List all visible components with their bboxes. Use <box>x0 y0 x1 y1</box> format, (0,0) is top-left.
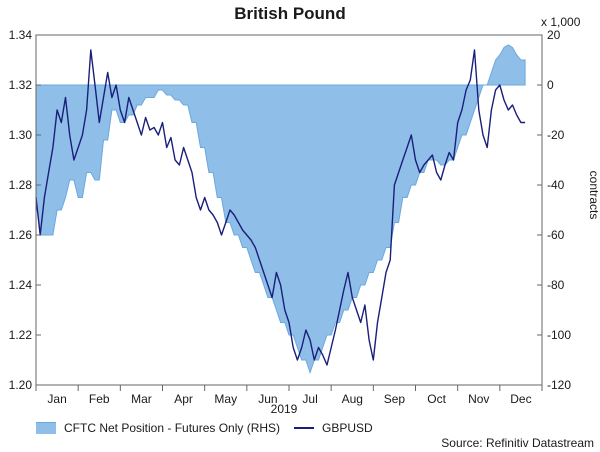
x-axis-title: 2019 <box>271 402 298 416</box>
right-axis: 20 0 -20 -40 -60 -80 -100 -120 <box>537 28 571 392</box>
cftc-net-position-area <box>35 44 526 375</box>
left-tick-label: 1.24 <box>9 278 33 292</box>
legend-item-cftc: CFTC Net Position - Futures Only (RHS) <box>36 421 280 435</box>
x-tick-label: Jul <box>302 392 317 406</box>
legend-item-gbpusd: GBPUSD <box>294 421 373 435</box>
right-tick-label: -20 <box>547 128 565 142</box>
left-tick-label: 1.20 <box>9 378 33 392</box>
x-tick-label: Jun <box>258 392 277 406</box>
series-line-layer <box>35 49 526 366</box>
right-tick-label: 20 <box>547 28 561 42</box>
x-axis: Jan Feb Mar Apr May Jun Jul Aug Sep Oct Nov Dec <box>35 385 543 406</box>
x-tick-label: May <box>214 392 237 406</box>
x-tick-label: Mar <box>131 392 152 406</box>
left-tick-label: 1.28 <box>9 178 33 192</box>
x-tick-label: Nov <box>468 392 489 406</box>
left-tick-label: 1.26 <box>9 228 33 242</box>
legend: CFTC Net Position - Futures Only (RHS) G… <box>36 421 387 435</box>
x-tick-label: Dec <box>510 392 531 406</box>
x-tick-label: Apr <box>174 392 193 406</box>
left-tick-label: 1.30 <box>9 128 33 142</box>
x-tick-label: Sep <box>384 392 406 406</box>
left-tick-label: 1.22 <box>9 328 33 342</box>
right-tick-label: 0 <box>547 78 554 92</box>
right-axis-title: contracts <box>587 171 600 220</box>
legend-label-gbpusd: GBPUSD <box>322 421 373 435</box>
right-tick-label: -40 <box>547 178 565 192</box>
right-tick-label: -80 <box>547 278 565 292</box>
chart-title: British Pound <box>234 4 346 23</box>
gbpusd-line <box>35 49 526 366</box>
right-tick-label: -60 <box>547 228 565 242</box>
x-tick-label: Feb <box>89 392 110 406</box>
right-tick-label: -100 <box>547 328 571 342</box>
legend-swatch-area <box>36 422 56 434</box>
left-axis: 1.34 1.32 1.30 1.28 1.26 1.24 1.22 1.20 <box>9 28 41 392</box>
right-tick-label: -120 <box>547 378 571 392</box>
legend-swatch-line <box>294 427 315 429</box>
left-tick-label: 1.32 <box>9 78 33 92</box>
x-tick-label: Aug <box>342 392 363 406</box>
source-note: Source: Refinitiv Datastream <box>441 436 594 450</box>
x-tick-label: Oct <box>427 392 446 406</box>
series-area-layer <box>35 44 526 375</box>
x-tick-label: Jan <box>47 392 66 406</box>
legend-label-cftc: CFTC Net Position - Futures Only (RHS) <box>64 421 281 435</box>
right-axis-multiplier: x 1,000 <box>541 15 581 29</box>
left-tick-label: 1.34 <box>9 28 33 42</box>
